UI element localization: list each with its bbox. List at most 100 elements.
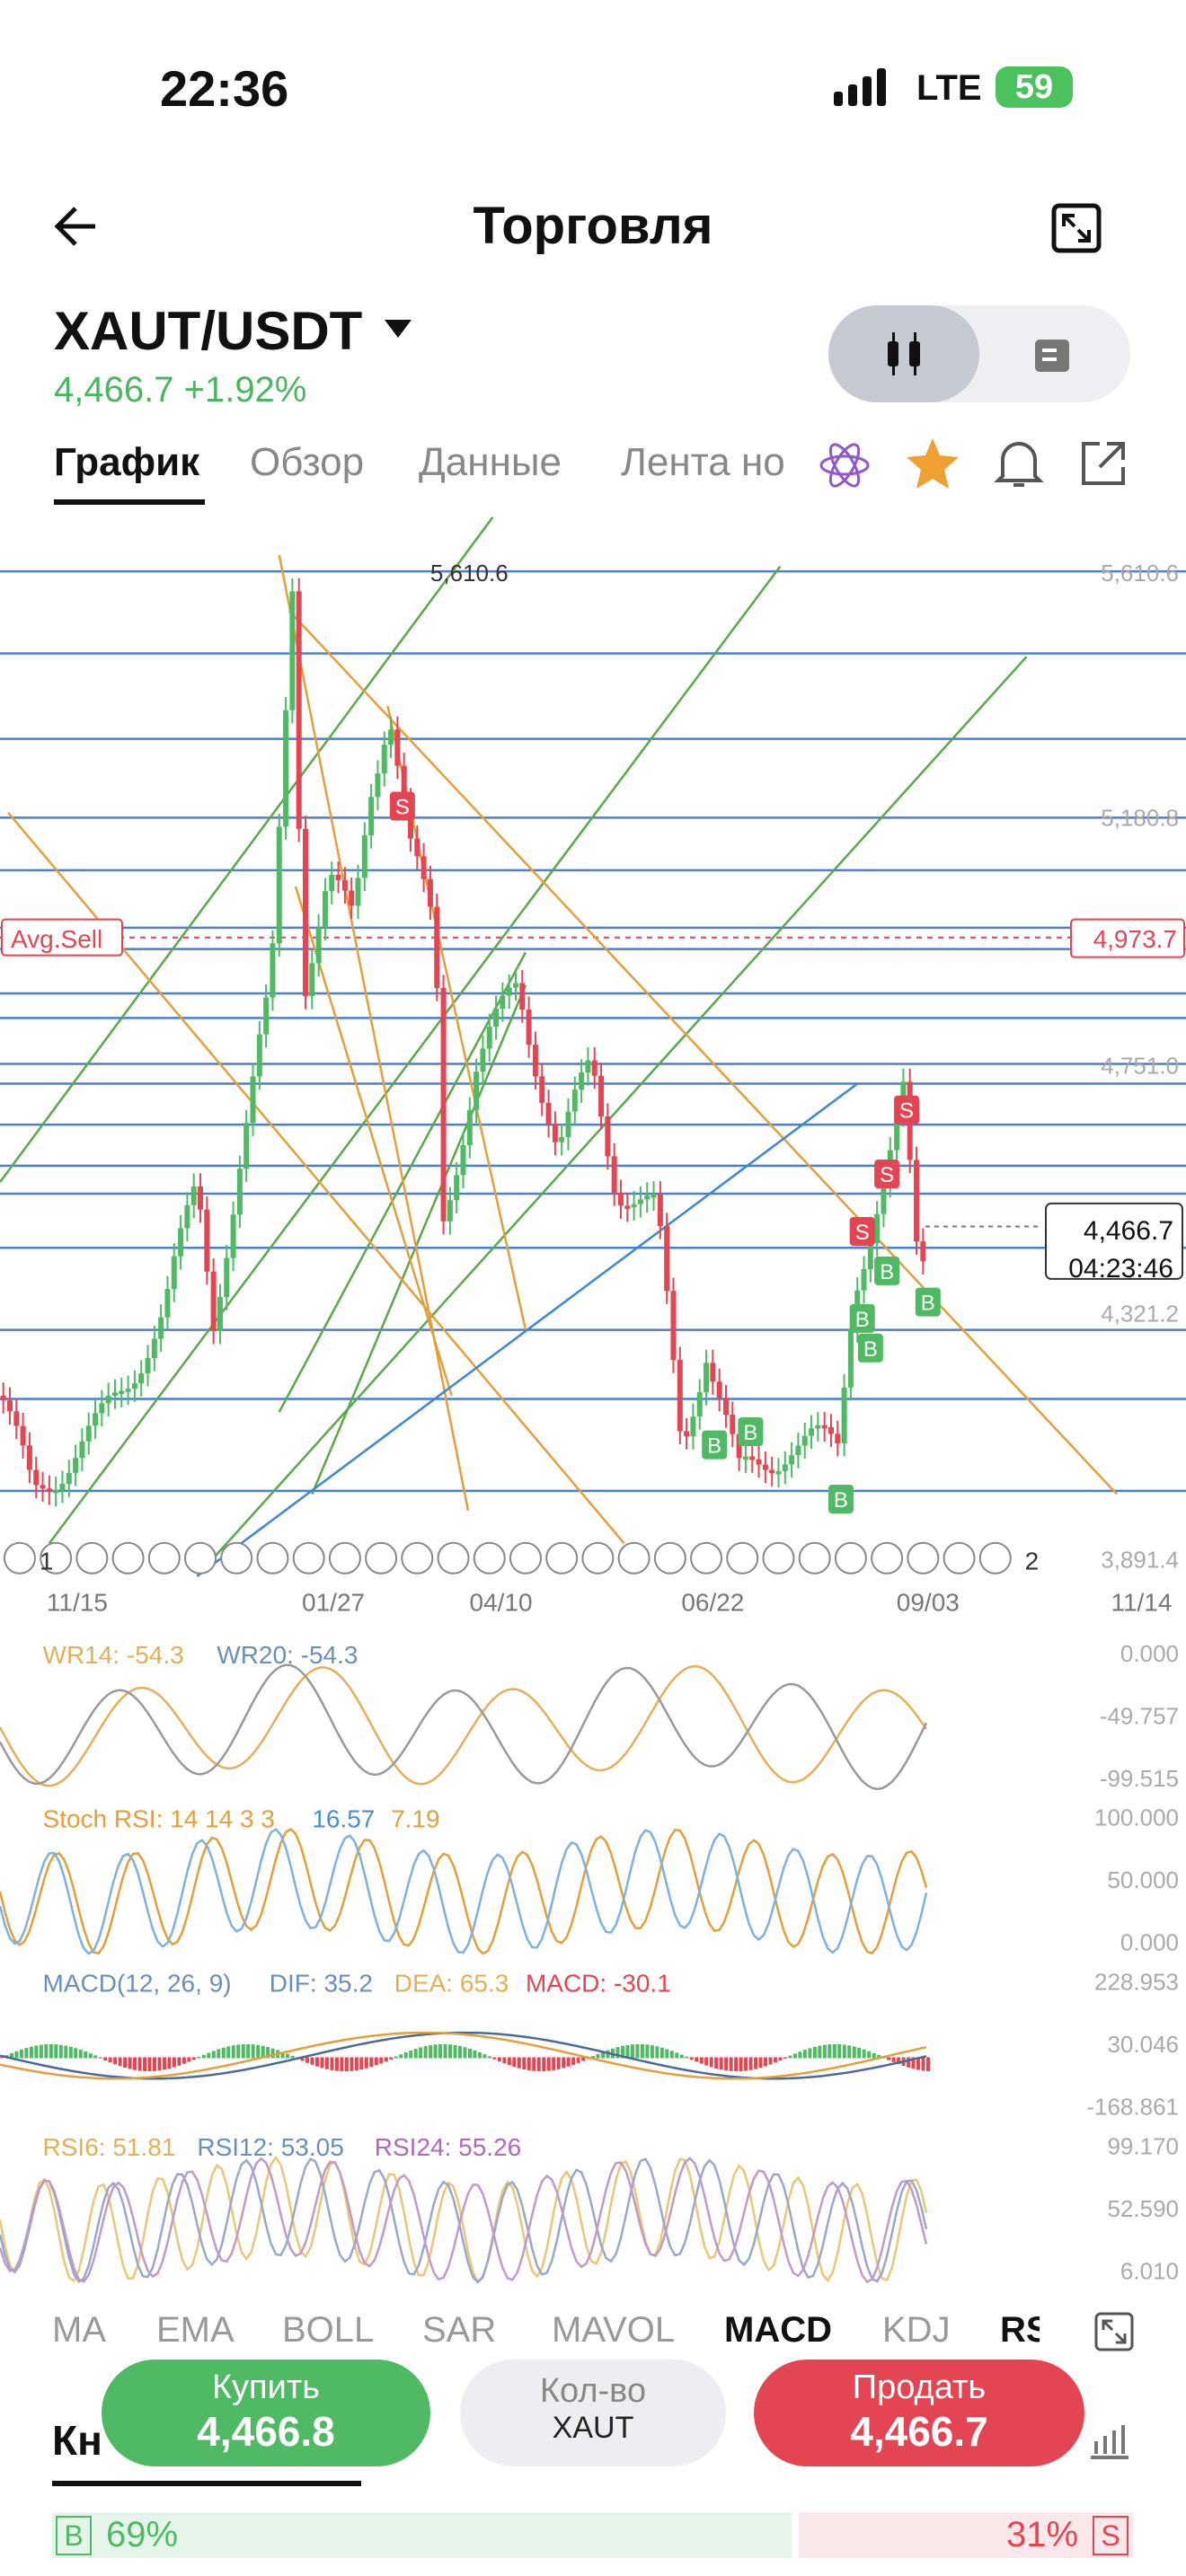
indicator-tab[interactable]: EMA	[156, 2310, 235, 2350]
indicator-tab[interactable]: KDJ	[882, 2310, 951, 2350]
histogram-bar	[340, 2057, 344, 2072]
pair-symbol[interactable]: XAUT/USDT	[54, 301, 363, 361]
histogram-bar	[314, 2057, 319, 2067]
price-axis-label: 5,610.6	[1101, 560, 1179, 587]
histogram-bar	[64, 2045, 68, 2059]
indicator-line	[0, 2157, 928, 2284]
histogram-bar	[88, 2053, 93, 2059]
price-axis-label: 4,751.0	[1101, 1053, 1179, 1080]
candle-body	[782, 1464, 788, 1471]
alert-icon[interactable]	[994, 437, 1044, 490]
histogram-bar	[659, 2047, 664, 2059]
back-button[interactable]	[50, 201, 101, 251]
candle-body	[821, 1425, 828, 1429]
candle-body	[341, 879, 348, 891]
histogram-bar	[419, 2047, 423, 2059]
histogram-bar	[324, 2057, 329, 2069]
quantity-button[interactable]: Кол-во XAUT	[460, 2360, 726, 2466]
histogram-bar	[571, 2057, 576, 2065]
candle-body	[6, 1400, 13, 1412]
share-icon[interactable]	[1078, 438, 1128, 489]
candle-body	[762, 1464, 768, 1470]
candle-body	[565, 1111, 571, 1137]
indicator-tab[interactable]: MA	[52, 2310, 106, 2350]
indicator-tab[interactable]: MACD	[724, 2310, 832, 2350]
candle-body	[736, 1434, 742, 1459]
candle-body	[33, 1469, 40, 1486]
candle-body	[684, 1431, 690, 1437]
histogram-bar	[748, 2057, 753, 2070]
indicator-tab[interactable]: MAVOL	[552, 2310, 676, 2350]
favorite-icon[interactable]	[904, 435, 961, 492]
histogram-bar	[251, 2044, 255, 2059]
candle-body	[329, 874, 335, 892]
tab[interactable]: Лента но	[621, 440, 785, 484]
histogram-bar	[266, 2047, 270, 2059]
histogram-bar	[591, 2056, 596, 2059]
sell-button[interactable]: Продать 4,466.7	[754, 2360, 1084, 2466]
indicator-label: RSI6: 51.81	[43, 2133, 176, 2161]
candle-body	[605, 1116, 611, 1157]
candle-body	[664, 1226, 670, 1292]
histogram-bar	[507, 2057, 511, 2066]
histogram-bar	[137, 2057, 142, 2071]
fullscreen-button[interactable]	[1051, 203, 1102, 253]
trend-line	[311, 984, 527, 1495]
pair-dropdown[interactable]	[385, 320, 412, 338]
candle-body	[296, 591, 302, 829]
candle-body	[585, 1060, 591, 1073]
battery: 59	[996, 66, 1073, 108]
histogram-bar	[532, 2057, 536, 2071]
tab[interactable]: Обзор	[250, 440, 365, 484]
candle-body	[631, 1204, 637, 1208]
candle-body	[204, 1209, 210, 1272]
histogram-bar	[350, 2057, 354, 2071]
candle-body	[571, 1090, 578, 1112]
indicator-tab[interactable]: BOLL	[282, 2310, 375, 2350]
ai-icon[interactable]	[818, 438, 872, 492]
histogram-bar	[581, 2057, 586, 2061]
candle-body	[801, 1435, 808, 1446]
tab[interactable]: График	[54, 440, 200, 484]
indicator-label: DIF: 35.2	[270, 1969, 373, 1997]
candle-body	[867, 1243, 873, 1269]
histogram-bar	[448, 2044, 453, 2059]
indicator-label: WR14: -54.3	[43, 1641, 184, 1669]
histogram-bar	[783, 2057, 787, 2059]
histogram-bar	[695, 2057, 699, 2062]
stats-icon[interactable]	[1087, 2416, 1132, 2461]
indicator-axis-label: 30.046	[1107, 2031, 1179, 2058]
indicator-settings[interactable]	[1094, 2312, 1134, 2351]
candle-body	[270, 943, 276, 998]
candle-body	[657, 1194, 663, 1227]
histogram-bar	[403, 2052, 408, 2059]
histogram-bar	[778, 2057, 783, 2061]
histogram-bar	[78, 2050, 83, 2059]
histogram-bar	[828, 2044, 832, 2059]
histogram-bar	[413, 2049, 418, 2059]
histogram-bar	[143, 2057, 147, 2071]
depth-icon[interactable]	[1031, 332, 1076, 375]
candle-body	[559, 1136, 565, 1142]
candle-view[interactable]	[828, 305, 979, 402]
candle-body	[66, 1472, 72, 1485]
histogram-bar	[536, 2057, 541, 2072]
candle-body	[427, 878, 433, 907]
indicator-label: MACD: -30.1	[526, 1969, 671, 1997]
tab[interactable]: Данные	[419, 440, 562, 484]
candle-body	[85, 1425, 92, 1442]
indicator-tab[interactable]: RS	[1000, 2310, 1040, 2350]
histogram-bar	[847, 2045, 852, 2059]
avg-label: Avg.Sell	[11, 925, 102, 953]
histogram-bar	[911, 2057, 916, 2069]
histogram-bar	[709, 2057, 713, 2068]
candle-body	[73, 1458, 79, 1473]
indicator-axis-label: 50.000	[1107, 1866, 1179, 1893]
indicator-line	[0, 2156, 928, 2284]
event-count: 2	[1025, 1548, 1040, 1575]
event-icon	[40, 1541, 73, 1575]
avg-tag	[1, 918, 123, 957]
page-title: Торговля	[473, 197, 713, 255]
indicator-tab[interactable]: SAR	[422, 2310, 497, 2350]
buy-button[interactable]: Купить 4,466.8	[102, 2360, 430, 2466]
